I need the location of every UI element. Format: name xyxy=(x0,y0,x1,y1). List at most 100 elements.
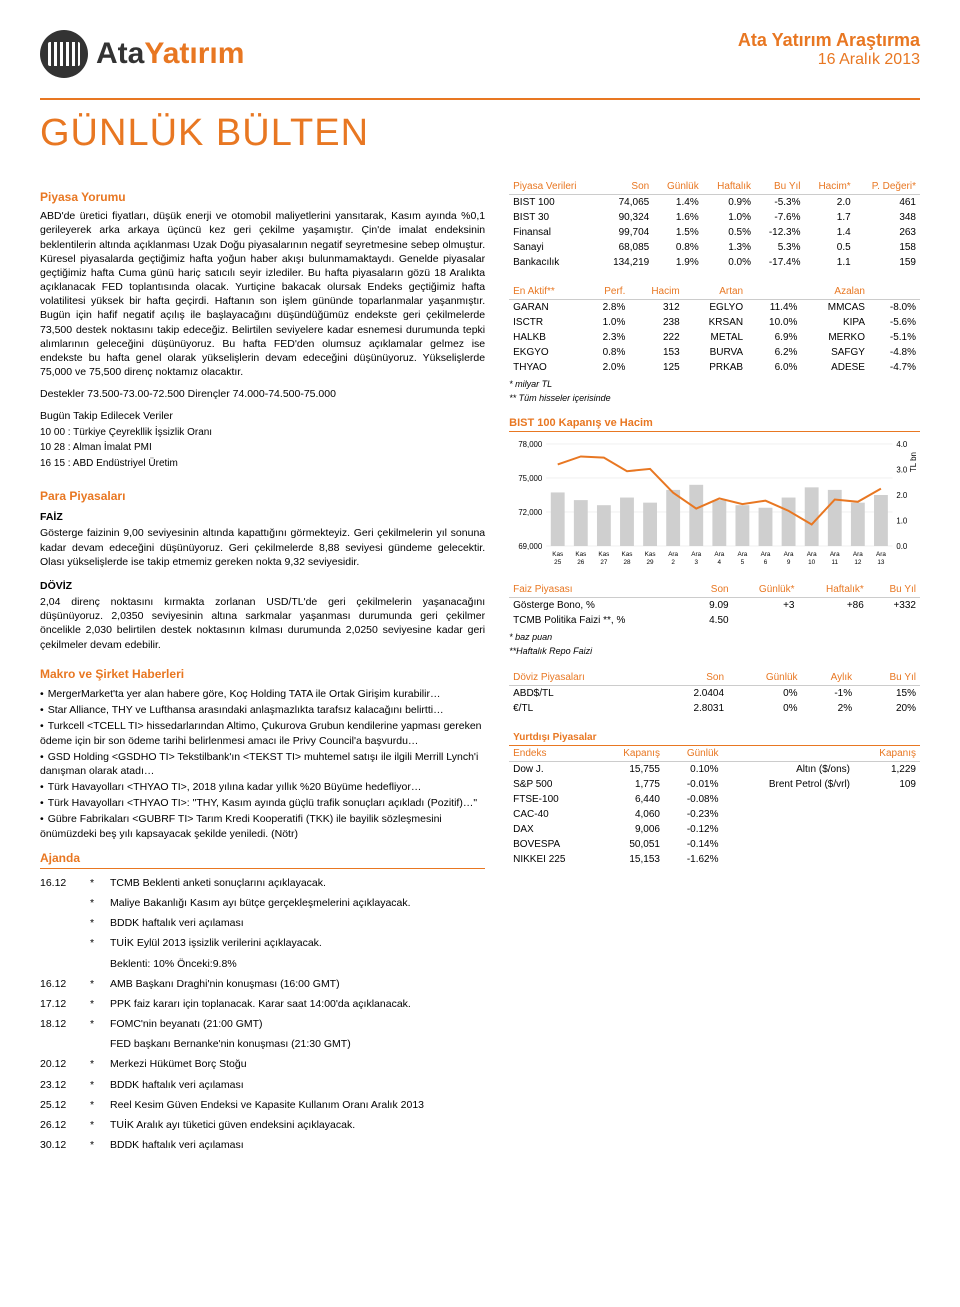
table-cell: 2.0% xyxy=(583,360,629,375)
ajanda-date xyxy=(40,936,80,950)
table-cell: 1.6% xyxy=(653,210,703,225)
takip-title: Bugün Takip Edilecek Veriler xyxy=(40,409,485,423)
ajanda-bullet: * xyxy=(90,977,100,991)
table-cell xyxy=(723,792,855,807)
footnote-repo: **Haftalık Repo Faizi xyxy=(509,646,920,656)
para-piyasalari-title: Para Piyasaları xyxy=(40,488,485,504)
table-cell: 10.0% xyxy=(747,315,801,330)
table-cell xyxy=(733,613,799,628)
col-header: Perf. xyxy=(583,284,629,300)
faiz-label: FAİZ xyxy=(40,510,485,524)
ajanda-row: *Maliye Bakanlığı Kasım ayı bütçe gerçek… xyxy=(40,893,485,913)
takip-list: 10 00 : Türkiye Çeyrekllik İşsizlik Oran… xyxy=(40,426,485,471)
en-aktif-table: En Aktif**Perf.HacimArtanAzalanGARAN2.8%… xyxy=(509,284,920,375)
news-item: Türk Havayolları <THYAO TI>: "THY, Kasım… xyxy=(40,795,485,811)
ajanda-date: 16.12 xyxy=(40,977,80,991)
svg-text:Kas: Kas xyxy=(599,551,610,558)
table-cell: -4.7% xyxy=(869,360,920,375)
table-cell: ADESE xyxy=(801,360,869,375)
svg-text:29: 29 xyxy=(647,559,654,566)
table-row: EKGYO0.8%153BURVA6.2%SAFGY-4.8% xyxy=(509,345,920,360)
table-cell xyxy=(868,613,920,628)
ajanda-text: AMB Başkanı Draghi'nin konuşması (16:00 … xyxy=(110,977,485,991)
table-row: S&P 5001,775-0.01%Brent Petrol ($/vrl)10… xyxy=(509,777,920,792)
ajanda-row: 18.12*FOMC'nin beyanatı (21:00 GMT) xyxy=(40,1014,485,1034)
table-cell xyxy=(854,807,920,822)
ajanda-text: Maliye Bakanlığı Kasım ayı bütçe gerçekl… xyxy=(110,896,485,910)
ajanda-title: Ajanda xyxy=(40,850,485,869)
ajanda-date: 17.12 xyxy=(40,997,80,1011)
page: AtaYatırım Ata Yatırım Araştırma 16 Aral… xyxy=(0,0,960,1185)
news-item: MergerMarket'ta yer alan habere göre, Ko… xyxy=(40,686,485,702)
news-item: GSD Holding <GSDHO TI> Tekstilbank'ın <T… xyxy=(40,749,485,779)
ajanda-bullet: * xyxy=(90,916,100,930)
svg-text:10: 10 xyxy=(808,559,815,566)
ajanda-row: *TUİK Eylül 2013 işsizlik verilerini açı… xyxy=(40,933,485,953)
left-column: Piyasa Yorumu ABD'de üretici fiyatları, … xyxy=(40,179,485,1155)
col-header: Kapanış xyxy=(598,746,664,762)
svg-text:26: 26 xyxy=(577,559,584,566)
piyasa-verileri-block: Piyasa VerileriSonGünlükHaftalıkBu YılHa… xyxy=(509,179,920,270)
col-header: Haftalık xyxy=(703,179,755,195)
ajanda-row: 26.12*TUİK Aralık ayı tüketici güven end… xyxy=(40,1115,485,1135)
doviz-piyasalari-block: Döviz PiyasalarıSonGünlükAylıkBu YılABD$… xyxy=(509,670,920,716)
svg-text:Ara: Ara xyxy=(807,551,817,558)
table-cell: 0.5 xyxy=(805,240,855,255)
table-row: CAC-404,060-0.23% xyxy=(509,807,920,822)
table-cell: +332 xyxy=(868,598,920,614)
table-cell: 1.1 xyxy=(805,255,855,270)
ajanda-text: Beklenti: 10% Önceki:9.8% xyxy=(110,957,485,971)
col-header: Piyasa Verileri xyxy=(509,179,598,195)
table-cell: 4.50 xyxy=(691,613,733,628)
table-cell: -17.4% xyxy=(755,255,805,270)
ajanda-row: FED başkanı Bernanke'nin konuşması (21:3… xyxy=(40,1034,485,1054)
news-item: Türk Havayolları <THYAO TI>, 2018 yılına… xyxy=(40,779,485,795)
ajanda-date: 26.12 xyxy=(40,1118,80,1132)
table-cell: -7.6% xyxy=(755,210,805,225)
ajanda-date: 16.12 xyxy=(40,876,80,890)
table-cell: KRSAN xyxy=(684,315,747,330)
news-item: Star Alliance, THY ve Lufthansa arasında… xyxy=(40,702,485,718)
right-column: Piyasa VerileriSonGünlükHaftalıkBu YılHa… xyxy=(509,179,920,1155)
table-cell: -1.62% xyxy=(664,852,723,867)
table-cell: TCMB Politika Faizi **, % xyxy=(509,613,691,628)
svg-text:1.0: 1.0 xyxy=(897,516,908,525)
yurtdisi-table: Yurtdışı PiyasalarEndeksKapanışGünlükKap… xyxy=(509,730,920,867)
table-row: HALKB2.3%222METAL6.9%MERKO-5.1% xyxy=(509,330,920,345)
ajanda-row: 23.12*BDDK haftalık veri açılaması xyxy=(40,1075,485,1095)
table-cell: 9.09 xyxy=(691,598,733,614)
table-cell xyxy=(854,852,920,867)
piyasa-yorumu-title: Piyasa Yorumu xyxy=(40,189,485,205)
yurtdisi-block: Yurtdışı PiyasalarEndeksKapanışGünlükKap… xyxy=(509,730,920,867)
ajanda-bullet: * xyxy=(90,1118,100,1132)
table-cell: 1.0% xyxy=(703,210,755,225)
table-cell: -1% xyxy=(802,686,857,702)
svg-text:4: 4 xyxy=(718,559,722,566)
table-cell: 2.3% xyxy=(583,330,629,345)
table-cell: -5.6% xyxy=(869,315,920,330)
svg-text:Ara: Ara xyxy=(876,551,886,558)
col-header xyxy=(747,284,801,300)
col-header xyxy=(869,284,920,300)
main-title: GÜNLÜK BÜLTEN xyxy=(40,112,920,155)
ajanda-row: 17.12*PPK faiz kararı için toplanacak. K… xyxy=(40,994,485,1014)
table-cell: -4.8% xyxy=(869,345,920,360)
table-cell: Gösterge Bono, % xyxy=(509,598,691,614)
col-header: Günlük* xyxy=(733,582,799,598)
ajanda-row: 20.12*Merkezi Hükümet Borç Stoğu xyxy=(40,1054,485,1074)
svg-text:Ara: Ara xyxy=(691,551,701,558)
svg-text:2.0: 2.0 xyxy=(897,491,908,500)
table-cell: 68,085 xyxy=(598,240,653,255)
ajanda-row: 25.12*Reel Kesim Güven Endeksi ve Kapasi… xyxy=(40,1095,485,1115)
table-cell: 2.0 xyxy=(805,195,855,211)
table-cell: Sanayi xyxy=(509,240,598,255)
table-cell: +86 xyxy=(799,598,868,614)
table-cell: 15% xyxy=(856,686,920,702)
table-cell xyxy=(723,822,855,837)
table-cell: -0.08% xyxy=(664,792,723,807)
ajanda-bullet: * xyxy=(90,1017,100,1031)
table-cell: 0% xyxy=(728,686,801,702)
table-cell: 6.2% xyxy=(747,345,801,360)
table-cell: ABD$/TL xyxy=(509,686,657,702)
ajanda-bullet: * xyxy=(90,876,100,890)
